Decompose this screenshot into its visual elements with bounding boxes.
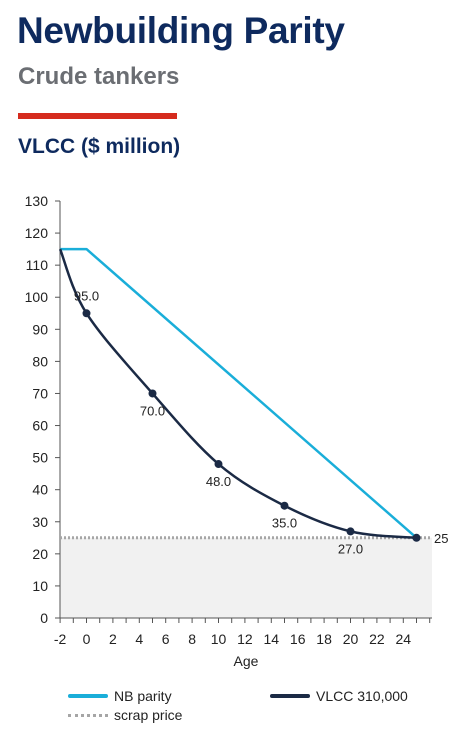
vlcc-data-label: 48.0 [206, 474, 231, 489]
vlcc-point [280, 501, 289, 510]
y-tick-label: 20 [32, 546, 48, 562]
legend-label-vlcc: VLCC 310,000 [316, 688, 408, 704]
x-tick-label: 10 [211, 631, 227, 647]
x-tick-label: 6 [162, 631, 170, 647]
legend-swatch-nb-parity [68, 694, 108, 698]
page-subtitle: Crude tankers [18, 63, 180, 90]
vlcc-data-label: 27.0 [338, 541, 363, 556]
scrap-area [60, 537, 432, 618]
y-tick-label: 110 [26, 257, 49, 273]
legend-swatch-vlcc [270, 694, 310, 698]
legend-item-scrap-price: scrap price [68, 707, 182, 723]
x-tick-label: 18 [316, 631, 332, 647]
legend-label-nb-parity: NB parity [114, 688, 172, 704]
accent-bar [18, 113, 177, 119]
y-tick-label: 120 [25, 225, 49, 241]
y-tick-label: 90 [32, 321, 48, 337]
vlcc-data-label: 35.0 [272, 516, 297, 531]
vlcc-point [214, 460, 223, 469]
vlcc-point [82, 309, 91, 318]
y-tick-label: 30 [32, 514, 48, 530]
x-axis-label: Age [234, 653, 259, 669]
vlcc-data-label: 70.0 [140, 403, 165, 418]
y-tick-label: 100 [25, 289, 49, 305]
legend-item-nb-parity: NB parity [68, 688, 172, 704]
x-tick-label: 8 [188, 631, 196, 647]
y-tick-label: 40 [32, 482, 48, 498]
x-tick-label: 2 [109, 631, 117, 647]
x-tick-label: 0 [83, 631, 91, 647]
nb-parity-line [60, 247, 418, 539]
y-tick-label: 10 [32, 578, 48, 594]
y-tick-label: 0 [40, 610, 48, 626]
vlcc-point [148, 389, 157, 398]
x-tick-label: 24 [396, 631, 412, 647]
x-tick-label: -2 [54, 631, 67, 647]
vlcc-line [58, 248, 417, 540]
x-tick-label: 20 [343, 631, 359, 647]
legend-label-scrap-price: scrap price [114, 707, 183, 723]
y-tick-label: 80 [32, 353, 48, 369]
x-tick-label: 14 [264, 631, 280, 647]
page-title: Newbuilding Parity [17, 10, 345, 51]
x-tick-label: 22 [369, 631, 385, 647]
y-tick-label: 50 [32, 450, 48, 466]
vlcc-point [346, 527, 355, 536]
x-tick-label: 4 [135, 631, 143, 647]
y-tick-label: 60 [32, 418, 48, 434]
legend-item-vlcc: VLCC 310,000 [270, 688, 408, 704]
y-tick-label: 70 [32, 385, 48, 401]
chart-legend: NB parity VLCC 310,000 scrap price [0, 680, 459, 730]
chart-title: VLCC ($ million) [18, 135, 181, 158]
x-tick-label: 12 [237, 631, 253, 647]
vlcc-point [412, 533, 421, 542]
vlcc-data-label: 95.0 [74, 288, 99, 303]
y-tick-label: 130 [25, 193, 49, 209]
legend-swatch-scrap-price [68, 713, 108, 717]
scrap-price-label: 25 [434, 531, 448, 546]
x-tick-label: 16 [290, 631, 306, 647]
